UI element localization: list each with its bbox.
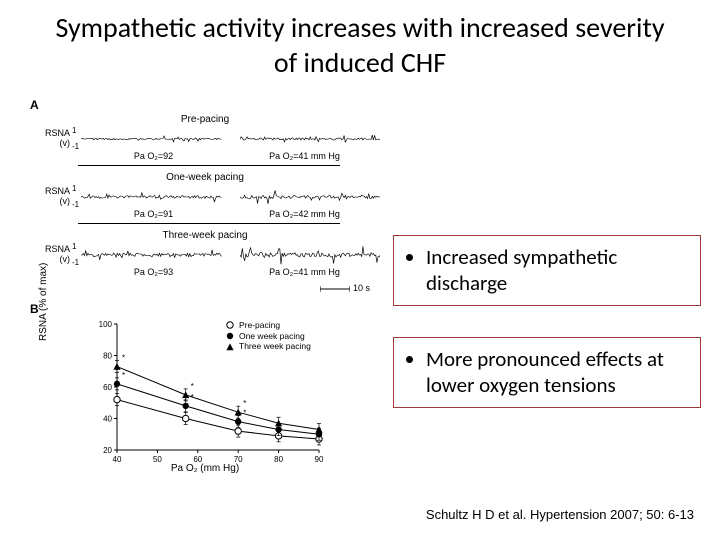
- svg-text:*: *: [243, 399, 246, 408]
- condition-right: Pa O₂=42 mm Hg: [229, 209, 380, 219]
- rsna-axis-label: RSNA(v): [30, 129, 70, 149]
- trace-left: [81, 245, 221, 265]
- axis-ticks: 1-1: [70, 127, 81, 151]
- condition-left: Pa O₂=92: [78, 151, 229, 161]
- trace-left: [81, 187, 221, 207]
- condition-right: Pa O₂=41 mm Hg: [229, 267, 380, 277]
- svg-text:*: *: [243, 409, 246, 418]
- svg-text:80: 80: [274, 455, 283, 464]
- trace-right: [240, 129, 380, 149]
- svg-text:90: 90: [315, 455, 324, 464]
- rsna-axis-label: RSNA(v): [30, 187, 70, 207]
- legend-item: Pre-pacing: [225, 320, 311, 331]
- callout-text-2: More pronounced effects at lower oxygen …: [426, 346, 686, 399]
- svg-text:40: 40: [113, 455, 122, 464]
- axis-ticks: 1-1: [70, 243, 81, 267]
- callout-box-2: More pronounced effects at lower oxygen …: [393, 337, 701, 408]
- trace-right: [240, 245, 380, 265]
- svg-text:80: 80: [103, 352, 112, 361]
- condition-left: Pa O₂=93: [78, 267, 229, 277]
- svg-text:70: 70: [234, 455, 243, 464]
- svg-text:*: *: [122, 371, 125, 380]
- svg-text:60: 60: [103, 383, 112, 392]
- trace-right: [240, 187, 380, 207]
- callout-text-1: Increased sympathetic discharge: [426, 244, 686, 297]
- trace-title: Three-week pacing: [30, 230, 380, 241]
- rsna-axis-label: RSNA(v): [30, 245, 70, 265]
- slide-title: Sympathetic activity increases with incr…: [0, 0, 720, 84]
- trace-title: Pre-pacing: [30, 114, 380, 125]
- panel-b-ylabel: RSNA (% of max): [38, 263, 49, 341]
- legend-item: Three week pacing: [225, 341, 311, 352]
- trace-title: One-week pacing: [30, 172, 380, 183]
- trace-left: [81, 129, 221, 149]
- svg-text:50: 50: [153, 455, 162, 464]
- divider: [78, 223, 340, 224]
- svg-text:*: *: [191, 382, 194, 391]
- svg-text:*: *: [122, 354, 125, 363]
- legend-item: One week pacing: [225, 331, 311, 342]
- trace-block: One-week pacing RSNA(v) 1-1 Pa O₂=91Pa O…: [30, 172, 380, 224]
- trace-block: Three-week pacing RSNA(v) 1-1 Pa O₂=93Pa…: [30, 230, 380, 277]
- citation: Schultz H D et al. Hypertension 2007; 50…: [426, 507, 694, 522]
- callout-box-1: Increased sympathetic discharge: [393, 235, 701, 306]
- svg-text:100: 100: [99, 320, 113, 329]
- figure-composite: A Pre-pacing RSNA(v) 1-1 Pa O₂=92Pa O₂=4…: [30, 95, 380, 474]
- panel-a-label: A: [30, 98, 39, 112]
- trace-block: Pre-pacing RSNA(v) 1-1 Pa O₂=92Pa O₂=41 …: [30, 114, 380, 166]
- panel-b-legend: Pre-pacingOne week pacingThree week paci…: [223, 318, 313, 354]
- svg-text:20: 20: [103, 446, 112, 455]
- svg-text:60: 60: [193, 455, 202, 464]
- divider: [78, 165, 340, 166]
- condition-right: Pa O₂=41 mm Hg: [229, 151, 380, 161]
- axis-ticks: 1-1: [70, 185, 81, 209]
- condition-left: Pa O₂=91: [78, 209, 229, 219]
- svg-text:40: 40: [103, 415, 112, 424]
- scalebar: 10 s: [30, 283, 380, 293]
- panel-b: B RSNA (% of max) 2040608010040506070809…: [30, 299, 380, 474]
- panel-a: A Pre-pacing RSNA(v) 1-1 Pa O₂=92Pa O₂=4…: [30, 95, 380, 293]
- panel-b-chart: 20406080100405060708090****** Pre-pacing…: [85, 318, 325, 468]
